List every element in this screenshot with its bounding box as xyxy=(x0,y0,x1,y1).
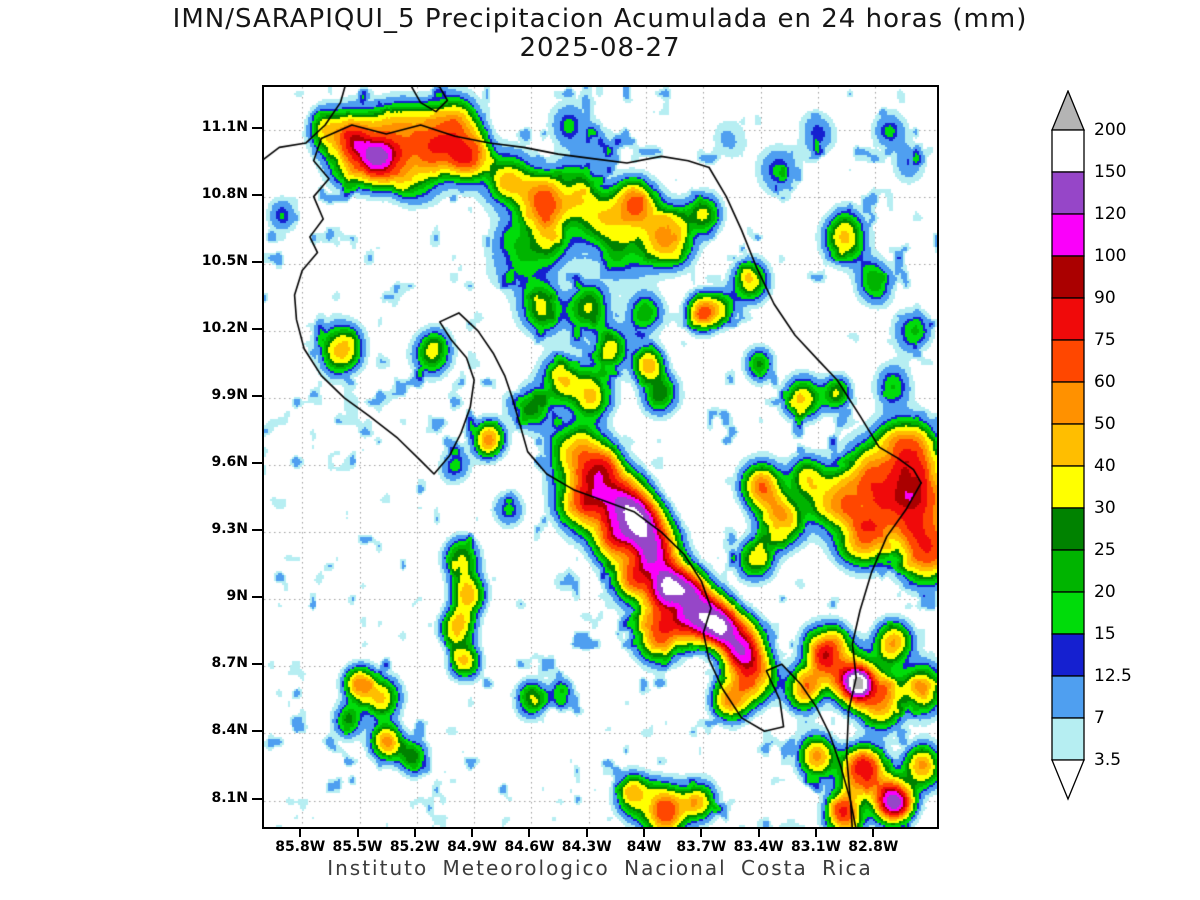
lon-tick-label: 83.4W xyxy=(733,839,784,855)
lon-tick-mark xyxy=(585,829,588,837)
lat-tick-label: 9N xyxy=(226,588,248,605)
lat-tick-label: 9.9N xyxy=(211,386,248,403)
precipitation-field-canvas xyxy=(264,87,937,827)
lat-tick-label: 8.1N xyxy=(211,789,248,806)
colorbar-tick-label: 12.5 xyxy=(1094,666,1132,686)
lat-tick-label: 10.8N xyxy=(201,185,248,202)
colorbar-tick-label: 50 xyxy=(1094,414,1116,434)
lon-tick-mark xyxy=(356,829,359,837)
colorbar-band xyxy=(1051,423,1085,467)
colorbar xyxy=(1051,90,1085,801)
map-plot-frame xyxy=(262,85,939,829)
lon-tick-label: 85.2W xyxy=(389,839,440,855)
colorbar-band xyxy=(1051,633,1085,677)
colorbar-band xyxy=(1051,339,1085,383)
colorbar-band xyxy=(1051,591,1085,635)
lat-tick-mark xyxy=(252,797,262,800)
colorbar-tick-label: 25 xyxy=(1094,540,1116,560)
colorbar-tick-label: 120 xyxy=(1094,204,1127,224)
lon-tick-label: 82.8W xyxy=(848,839,899,855)
lon-tick-label: 84.6W xyxy=(504,839,555,855)
lon-tick-mark xyxy=(814,829,817,837)
lon-tick-mark xyxy=(299,829,302,837)
lon-tick-label: 84W xyxy=(626,839,662,855)
lat-tick-label: 10.5N xyxy=(201,252,248,269)
footer-caption: Instituto Meteorologico Nacional Costa R… xyxy=(327,856,873,880)
lon-tick-mark xyxy=(700,829,703,837)
colorbar-band xyxy=(1051,381,1085,425)
lat-tick-label: 8.4N xyxy=(211,722,248,739)
colorbar-tick-label: 7 xyxy=(1094,708,1105,728)
lat-tick-mark xyxy=(252,394,262,397)
colorbar-band xyxy=(1051,255,1085,299)
colorbar-band xyxy=(1051,717,1085,761)
colorbar-band xyxy=(1051,129,1085,173)
lat-tick-mark xyxy=(252,260,262,263)
lat-tick-mark xyxy=(252,730,262,733)
colorbar-band xyxy=(1051,297,1085,341)
lon-tick-mark xyxy=(643,829,646,837)
colorbar-tick-label: 60 xyxy=(1094,372,1116,392)
lat-tick-label: 11.1N xyxy=(201,118,248,135)
colorbar-tick-label: 3.5 xyxy=(1094,750,1122,770)
colorbar-tick-label: 150 xyxy=(1094,162,1127,182)
lon-tick-mark xyxy=(872,829,875,837)
lon-tick-label: 83.7W xyxy=(676,839,727,855)
colorbar-bottom-arrow xyxy=(1051,759,1085,801)
colorbar-tick-label: 30 xyxy=(1094,498,1116,518)
colorbar-tick-label: 200 xyxy=(1094,120,1127,140)
lon-tick-mark xyxy=(413,829,416,837)
colorbar-band xyxy=(1051,549,1085,593)
lon-tick-mark xyxy=(471,829,474,837)
lat-tick-mark xyxy=(252,126,262,129)
colorbar-tick-label: 75 xyxy=(1094,330,1116,350)
lon-tick-label: 83.1W xyxy=(790,839,841,855)
colorbar-band xyxy=(1051,675,1085,719)
lon-tick-label: 85.8W xyxy=(275,839,326,855)
lat-tick-label: 9.6N xyxy=(211,454,248,471)
lat-tick-mark xyxy=(252,596,262,599)
lat-tick-mark xyxy=(252,462,262,465)
colorbar-tick-label: 90 xyxy=(1094,288,1116,308)
colorbar-band xyxy=(1051,213,1085,257)
colorbar-tick-label: 15 xyxy=(1094,624,1116,644)
lat-tick-mark xyxy=(252,529,262,532)
colorbar-band xyxy=(1051,465,1085,509)
lon-tick-label: 84.9W xyxy=(447,839,498,855)
lat-tick-mark xyxy=(252,663,262,666)
lat-tick-label: 8.7N xyxy=(211,655,248,672)
colorbar-tick-label: 100 xyxy=(1094,246,1127,266)
lat-tick-mark xyxy=(252,327,262,330)
chart-title: IMN/SARAPIQUI_5 Precipitacion Acumulada … xyxy=(172,4,1028,34)
colorbar-tick-label: 20 xyxy=(1094,582,1116,602)
colorbar-top-arrow xyxy=(1051,90,1085,131)
lat-tick-label: 9.3N xyxy=(211,521,248,538)
lon-tick-label: 85.5W xyxy=(332,839,383,855)
lon-tick-mark xyxy=(757,829,760,837)
colorbar-band xyxy=(1051,507,1085,551)
colorbar-tick-label: 40 xyxy=(1094,456,1116,476)
colorbar-band xyxy=(1051,171,1085,215)
lon-tick-label: 84.3W xyxy=(561,839,612,855)
lon-tick-mark xyxy=(528,829,531,837)
lat-tick-label: 10.2N xyxy=(201,319,248,336)
chart-date-subtitle: 2025-08-27 xyxy=(519,33,681,63)
lat-tick-mark xyxy=(252,193,262,196)
